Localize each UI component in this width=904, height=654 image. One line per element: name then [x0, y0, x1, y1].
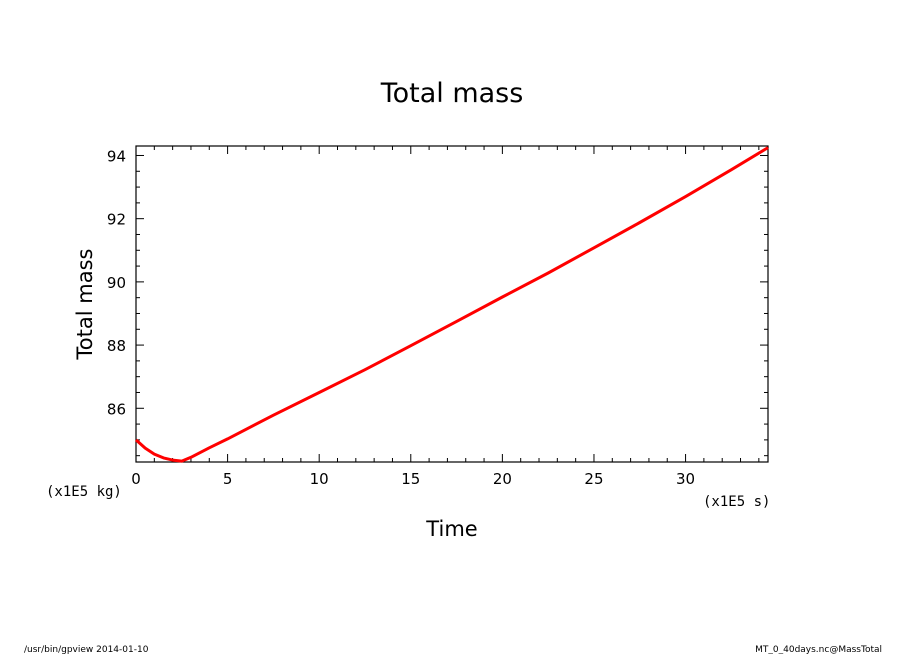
y-tick-label: 90 — [107, 274, 126, 292]
y-tick-label: 88 — [107, 337, 126, 355]
footer-right: MT_0_40days.nc@MassTotal — [755, 645, 882, 654]
x-tick-label: 0 — [131, 470, 141, 488]
footer-left: /usr/bin/gpview 2014-01-10 — [24, 645, 149, 654]
x-tick-label: 30 — [676, 470, 695, 488]
y-tick-label: 86 — [107, 400, 126, 418]
plot-frame — [135, 145, 769, 463]
x-tick-label: 20 — [493, 470, 512, 488]
y-tick-label: 94 — [107, 147, 126, 165]
x-axis-label: Time — [425, 517, 477, 541]
x-unit-label: (x1E5 s) — [703, 494, 770, 510]
y-unit-label: (x1E5 kg) — [46, 484, 122, 500]
x-tick-label: 10 — [310, 470, 329, 488]
y-tick-label: 92 — [107, 211, 126, 229]
x-tick-label: 5 — [223, 470, 233, 488]
axis-ticks: 0 5 10 15 20 25 30 86 88 90 92 94 — [107, 146, 768, 488]
y-axis-label: Total mass — [73, 249, 97, 361]
chart-title: Total mass — [380, 78, 524, 109]
x-tick-label: 25 — [584, 470, 603, 488]
series-line — [135, 146, 769, 463]
x-tick-label: 15 — [401, 470, 420, 488]
data-series — [135, 146, 769, 463]
